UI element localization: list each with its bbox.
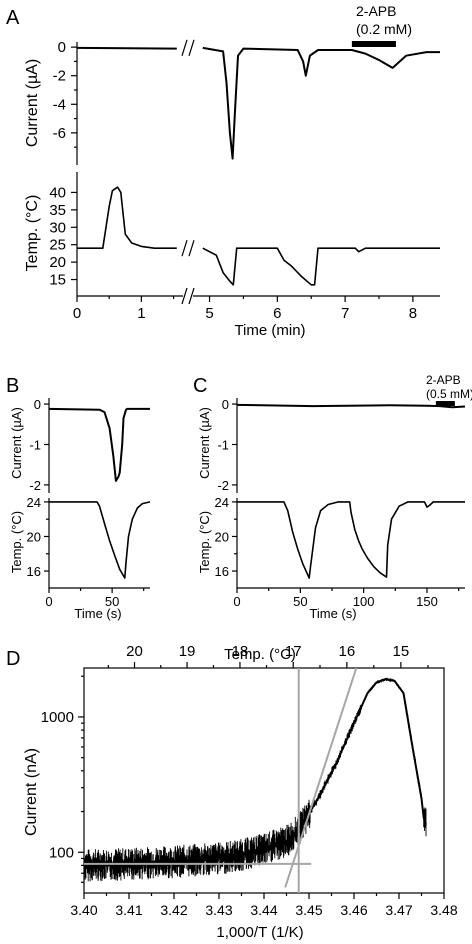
d-xtick-label: 3.45	[295, 902, 322, 918]
b-temp-ytick-label: 16	[27, 564, 41, 579]
d-ytick-label: 1000	[41, 709, 74, 726]
a-temp-ytick-label: 20	[49, 254, 66, 271]
panel-b: Current (µA) Temp. (°C) Time (s) 0 -1 -2 2…	[9, 397, 151, 621]
a-temp-ytick-label: 35	[49, 202, 66, 219]
c-xtick-label: 50	[293, 594, 307, 609]
a-current-ytick-label: -4	[53, 96, 66, 113]
b-temp-ytick-label: 20	[27, 529, 41, 544]
c-temp-ytick-label: 20	[215, 529, 229, 544]
axis-break-mark	[181, 240, 188, 257]
d-xtick-label: 3.42	[160, 902, 187, 918]
b-current-ylabel: Current (µA)	[9, 407, 24, 479]
a-annotation-bar	[351, 41, 396, 47]
b-temp-ytick-label: 24	[27, 495, 41, 510]
b-xlabel: Time (s)	[74, 606, 121, 621]
axis-break-mark	[181, 39, 188, 57]
panel-c: Current (µA) Temp. (°C) Time (s) 2-APB (…	[197, 373, 472, 621]
c-temp-ytick-label: 24	[215, 495, 229, 510]
d-xtick-label: 3.48	[430, 902, 457, 918]
c-current-ytick-label: -2	[217, 478, 229, 493]
a-temp-ytick-label: 40	[49, 184, 66, 201]
c-current-ylabel: Current (µA)	[197, 407, 212, 479]
a-annotation-line1: 2-APB	[356, 3, 396, 19]
d-ylabel: Current (nA)	[23, 748, 40, 836]
c-xtick-label: 150	[416, 594, 438, 609]
a-temp-ytick-label: 15	[49, 272, 66, 289]
panel-d: Temp. (°C) Current (nA) 1,000/T (1/K) 3.…	[23, 643, 458, 941]
a-temp-ylabel: Temp. (°C)	[24, 195, 41, 272]
axis-break-mark	[188, 39, 195, 57]
c-annotation-bar	[435, 401, 455, 406]
d-xlabel: 1,000/T (1/K)	[216, 924, 303, 941]
d-fit-line-1	[284, 667, 358, 888]
b-current-ytick-label: -2	[29, 478, 41, 493]
axis-break-mark	[181, 287, 188, 305]
panel-a-current: Current (µA) 2-APB (0.2 mM) 0 -2 -4 -6	[24, 3, 440, 165]
axis-break-mark	[188, 240, 195, 257]
a-xtick-label: 8	[409, 305, 417, 322]
d-ytick-label: 100	[49, 844, 74, 861]
c-temp-ytick-label: 16	[215, 564, 229, 579]
b-current-ytick-label: 0	[34, 397, 41, 412]
b-xtick-label: 50	[105, 594, 119, 609]
d-top-axis-label: Temp. (°C)	[224, 646, 296, 663]
a-xtick-label: 1	[137, 305, 145, 322]
a-xtick-label: 5	[205, 305, 213, 322]
d-top-tick-label: 15	[393, 643, 410, 660]
a-current-series-line	[76, 46, 177, 50]
a-current-ylabel: Current (µA)	[24, 59, 41, 147]
c-temp-series-line	[237, 501, 465, 579]
b-current-series-line	[48, 407, 150, 482]
a-temp-ytick-label: 30	[49, 219, 66, 236]
a-current-ytick-label: -6	[53, 125, 66, 142]
c-current-ytick-label: 0	[222, 397, 229, 412]
panel-label-c: C	[193, 375, 207, 397]
d-xtick-label: 3.43	[205, 902, 232, 918]
panel-label-b: B	[6, 375, 19, 397]
a-temp-series-line	[202, 247, 440, 286]
d-xtick-label: 3.44	[250, 902, 277, 918]
b-temp-series-line	[49, 501, 151, 579]
a-xtick-label: 0	[73, 305, 81, 322]
b-temp-ylabel: Temp. (°C)	[9, 511, 24, 573]
d-xtick-label: 3.41	[115, 902, 142, 918]
a-current-series-line	[202, 46, 440, 160]
d-xtick-label: 3.40	[70, 902, 97, 918]
c-xtick-label: 100	[353, 594, 375, 609]
a-annotation-line2: (0.2 mM)	[356, 21, 412, 37]
c-current-ytick-label: -1	[217, 437, 229, 452]
a-current-ytick-label: -2	[53, 68, 66, 85]
axis-break-mark	[188, 287, 195, 305]
c-annotation-line1: 2-APB	[426, 373, 461, 387]
a-temp-ytick-label: 25	[49, 237, 66, 254]
a-xtick-label: 6	[273, 305, 281, 322]
panel-label-a: A	[6, 7, 20, 29]
b-current-ytick-label: -1	[29, 437, 41, 452]
a-temp-series-line	[77, 186, 177, 249]
d-top-tick-label: 18	[232, 643, 249, 660]
c-xlabel: Time (s)	[309, 606, 356, 621]
d-xtick-label: 3.46	[340, 902, 367, 918]
d-series-line	[83, 678, 427, 867]
d-xtick-label: 3.47	[385, 902, 412, 918]
a-xtick-label: 7	[341, 305, 349, 322]
d-top-tick-label: 19	[179, 643, 196, 660]
b-xtick-label: 0	[45, 594, 52, 609]
d-top-tick-label: 20	[126, 643, 143, 660]
c-current-series-line	[236, 403, 466, 409]
panel-label-d: D	[6, 648, 20, 670]
d-top-tick-label: 16	[339, 643, 356, 660]
c-annotation-line2: (0.5 mM)	[426, 387, 472, 401]
c-temp-ylabel: Temp. (°C)	[197, 511, 212, 573]
a-temp-xlabel: Time (min)	[234, 322, 305, 339]
a-current-ytick-label: 0	[58, 39, 66, 56]
d-top-tick-label: 17	[285, 643, 302, 660]
c-xtick-label: 0	[233, 594, 240, 609]
